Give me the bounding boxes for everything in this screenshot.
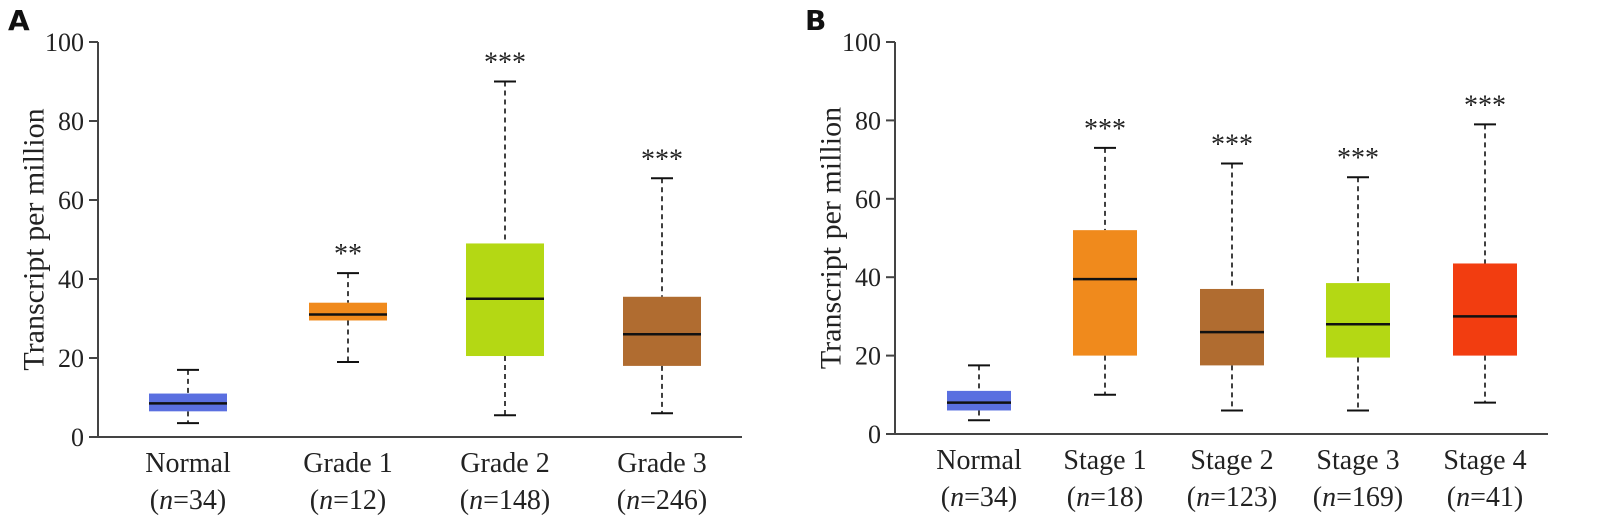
sample-size-label: (n=12) (310, 485, 386, 516)
category-label: Normal (936, 445, 1022, 476)
iqr-box (623, 296, 701, 366)
sample-size-label: (n=34) (941, 482, 1017, 513)
y-tick-label: 100 (45, 28, 84, 57)
significance-label: *** (1464, 90, 1506, 121)
y-tick-label: 20 (855, 342, 881, 371)
y-tick-label: 80 (855, 106, 881, 135)
significance-label: *** (484, 48, 526, 79)
y-tick-label: 0 (71, 423, 84, 452)
y-tick-label: 20 (58, 344, 84, 373)
significance-label: *** (1084, 114, 1126, 145)
iqr-box (1200, 288, 1264, 366)
y-tick-label: 40 (855, 263, 881, 292)
y-axis-label: Transcript per million (18, 108, 51, 370)
iqr-box (947, 390, 1011, 411)
box-stage-2: *** Stage 2 (n=123) (1187, 130, 1277, 513)
category-label: Normal (145, 448, 231, 479)
sample-size-label: (n=246) (617, 485, 707, 516)
sample-size-value: 246 (656, 485, 698, 516)
panel-b: B 0 20 40 60 80 100 Transcript per million Norma… (805, 4, 1548, 513)
sample-size-value: 34 (980, 482, 1008, 513)
y-tick-label: 80 (58, 107, 84, 136)
category-label: Stage 3 (1316, 445, 1399, 476)
y-tick-label: 0 (868, 420, 881, 449)
y-tick-label: 60 (58, 186, 84, 215)
box-stage-4: *** Stage 4 (n=41) (1443, 90, 1526, 513)
box-normal: Normal (n=34) (145, 368, 231, 516)
iqr-box (1073, 230, 1137, 356)
sample-size-label: (n=18) (1067, 482, 1143, 513)
category-label: Grade 3 (617, 448, 706, 479)
sample-size-label: (n=123) (1187, 482, 1277, 513)
category-label: Stage 2 (1190, 445, 1273, 476)
y-tick-label: 60 (855, 185, 881, 214)
category-label: Stage 1 (1063, 445, 1146, 476)
iqr-box (1453, 263, 1517, 356)
sample-size-value: 123 (1226, 482, 1268, 513)
significance-label: *** (641, 144, 683, 175)
sample-size-value: 148 (499, 485, 541, 516)
y-axis-label: Transcript per million (815, 107, 848, 369)
y-tick-label: 100 (842, 28, 881, 57)
box-stage-3: *** Stage 3 (n=169) (1313, 143, 1403, 513)
panel-a: A 0 20 40 60 80 100 Transcript per million Norma… (8, 4, 742, 516)
category-label: Grade 1 (303, 448, 392, 479)
box-grade-3: *** Grade 3 (n=246) (617, 144, 707, 516)
category-label: Grade 2 (460, 448, 549, 479)
y-tick-label: 40 (58, 265, 84, 294)
significance-label: *** (1337, 143, 1379, 174)
sample-size-value: 41 (1486, 482, 1514, 513)
sample-size-label: (n=169) (1313, 482, 1403, 513)
box-stage-1: *** Stage 1 (n=18) (1063, 114, 1146, 513)
sample-size-label: (n=34) (150, 485, 226, 516)
box-normal: Normal (n=34) (936, 364, 1022, 513)
sample-size-value: 169 (1352, 482, 1394, 513)
iqr-box (1326, 283, 1390, 358)
sample-size-value: 12 (349, 485, 377, 516)
significance-label: *** (1211, 130, 1253, 161)
sample-size-label: (n=148) (460, 485, 550, 516)
panel-label: B (805, 4, 826, 37)
panel-label: A (8, 4, 30, 37)
iqr-box (309, 302, 387, 321)
box-grade-1: ** Grade 1 (n=12) (303, 239, 392, 516)
box-grade-2: *** Grade 2 (n=148) (460, 48, 550, 517)
sample-size-value: 34 (189, 485, 217, 516)
significance-label: ** (334, 239, 362, 270)
sample-size-value: 18 (1106, 482, 1134, 513)
sample-size-label: (n=41) (1447, 482, 1523, 513)
category-label: Stage 4 (1443, 445, 1526, 476)
